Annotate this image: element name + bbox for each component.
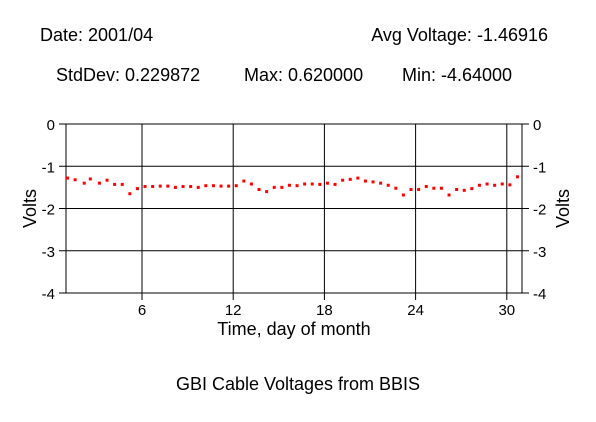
x-tick-label: 24 xyxy=(407,302,424,319)
avg-voltage-label: Avg Voltage: -1.46916 xyxy=(371,25,548,45)
y-axis-label-left: Volts xyxy=(20,189,40,228)
y-tick-label-left: -3 xyxy=(42,244,55,261)
data-point xyxy=(105,178,109,182)
data-point xyxy=(189,185,193,189)
data-point xyxy=(310,182,314,186)
y-tick-label-left: -1 xyxy=(42,159,55,176)
data-point xyxy=(447,193,451,197)
y-tick-label-right: 0 xyxy=(533,117,541,134)
data-point xyxy=(120,182,124,186)
data-point xyxy=(348,177,352,181)
data-point xyxy=(196,185,200,189)
x-tick-label: 30 xyxy=(498,302,515,319)
data-point xyxy=(386,183,390,187)
y-tick-label-right: -2 xyxy=(533,202,546,219)
data-point xyxy=(287,183,291,187)
data-point xyxy=(265,190,269,194)
data-point xyxy=(303,182,307,186)
data-point xyxy=(88,177,92,181)
data-point xyxy=(128,192,132,196)
data-point xyxy=(249,182,253,186)
data-point xyxy=(462,188,466,192)
data-point xyxy=(219,184,223,188)
x-tick-label: 18 xyxy=(316,302,333,319)
tick-label-layer: 0 0 -1 -1 -2 -2 -3 -3 -4 -4 6 12 18 24 30 xyxy=(42,117,547,319)
y-tick-label-right: -4 xyxy=(533,286,546,303)
data-point xyxy=(151,185,155,189)
data-point xyxy=(401,193,405,197)
x-tick-label: 6 xyxy=(138,302,146,319)
x-tick-label: 12 xyxy=(225,302,242,319)
data-point xyxy=(485,182,489,186)
data-point xyxy=(417,187,421,191)
data-point xyxy=(455,187,459,191)
data-point xyxy=(97,181,101,185)
data-point xyxy=(227,184,231,188)
data-point xyxy=(318,182,322,186)
y-tick-label-right: -1 xyxy=(533,159,546,176)
data-point xyxy=(341,178,345,182)
data-point xyxy=(493,183,497,187)
y-tick-label-right: -3 xyxy=(533,244,546,261)
grid-layer xyxy=(66,124,522,293)
data-point xyxy=(325,181,329,185)
data-point xyxy=(477,183,481,187)
data-point xyxy=(432,186,436,190)
y-axis-label-right: Volts xyxy=(553,189,573,228)
data-point xyxy=(500,182,504,186)
data-point xyxy=(257,187,261,191)
data-point xyxy=(66,176,70,180)
data-point-layer xyxy=(66,175,519,197)
data-point xyxy=(439,186,443,190)
data-point xyxy=(508,183,512,187)
data-point xyxy=(204,184,208,188)
data-point xyxy=(394,186,398,190)
data-point xyxy=(333,182,337,186)
data-point xyxy=(82,181,86,185)
data-point xyxy=(356,176,360,180)
data-point xyxy=(379,181,383,185)
data-point xyxy=(234,184,238,188)
data-point xyxy=(424,185,428,189)
data-point xyxy=(272,185,276,189)
data-point xyxy=(515,175,519,179)
data-point xyxy=(280,185,284,189)
data-point xyxy=(470,187,474,191)
data-point xyxy=(143,185,147,189)
stddev-label: StdDev: 0.229872 xyxy=(56,65,201,85)
chart-title: GBI Cable Voltages from BBIS xyxy=(175,374,421,394)
data-point xyxy=(166,184,170,188)
y-tick-label-left: 0 xyxy=(47,117,55,134)
y-tick-label-left: -2 xyxy=(42,202,55,219)
data-point xyxy=(181,185,185,189)
data-point xyxy=(295,184,299,188)
tick-layer xyxy=(59,123,529,300)
data-point xyxy=(73,178,77,182)
data-point xyxy=(135,187,139,191)
data-point xyxy=(409,187,413,191)
data-point xyxy=(363,179,367,183)
max-label: Max: 0.620000 xyxy=(244,65,364,85)
y-tick-label-left: -4 xyxy=(42,286,55,303)
data-point xyxy=(371,180,375,184)
data-point xyxy=(242,179,246,183)
min-label: Min: -4.64000 xyxy=(402,65,513,85)
data-point xyxy=(113,182,117,186)
data-point xyxy=(211,184,215,188)
data-point xyxy=(173,185,177,189)
data-point xyxy=(158,184,162,188)
x-axis-label: Time, day of month xyxy=(217,319,370,339)
date-label: Date: 2001/04 xyxy=(40,25,154,45)
